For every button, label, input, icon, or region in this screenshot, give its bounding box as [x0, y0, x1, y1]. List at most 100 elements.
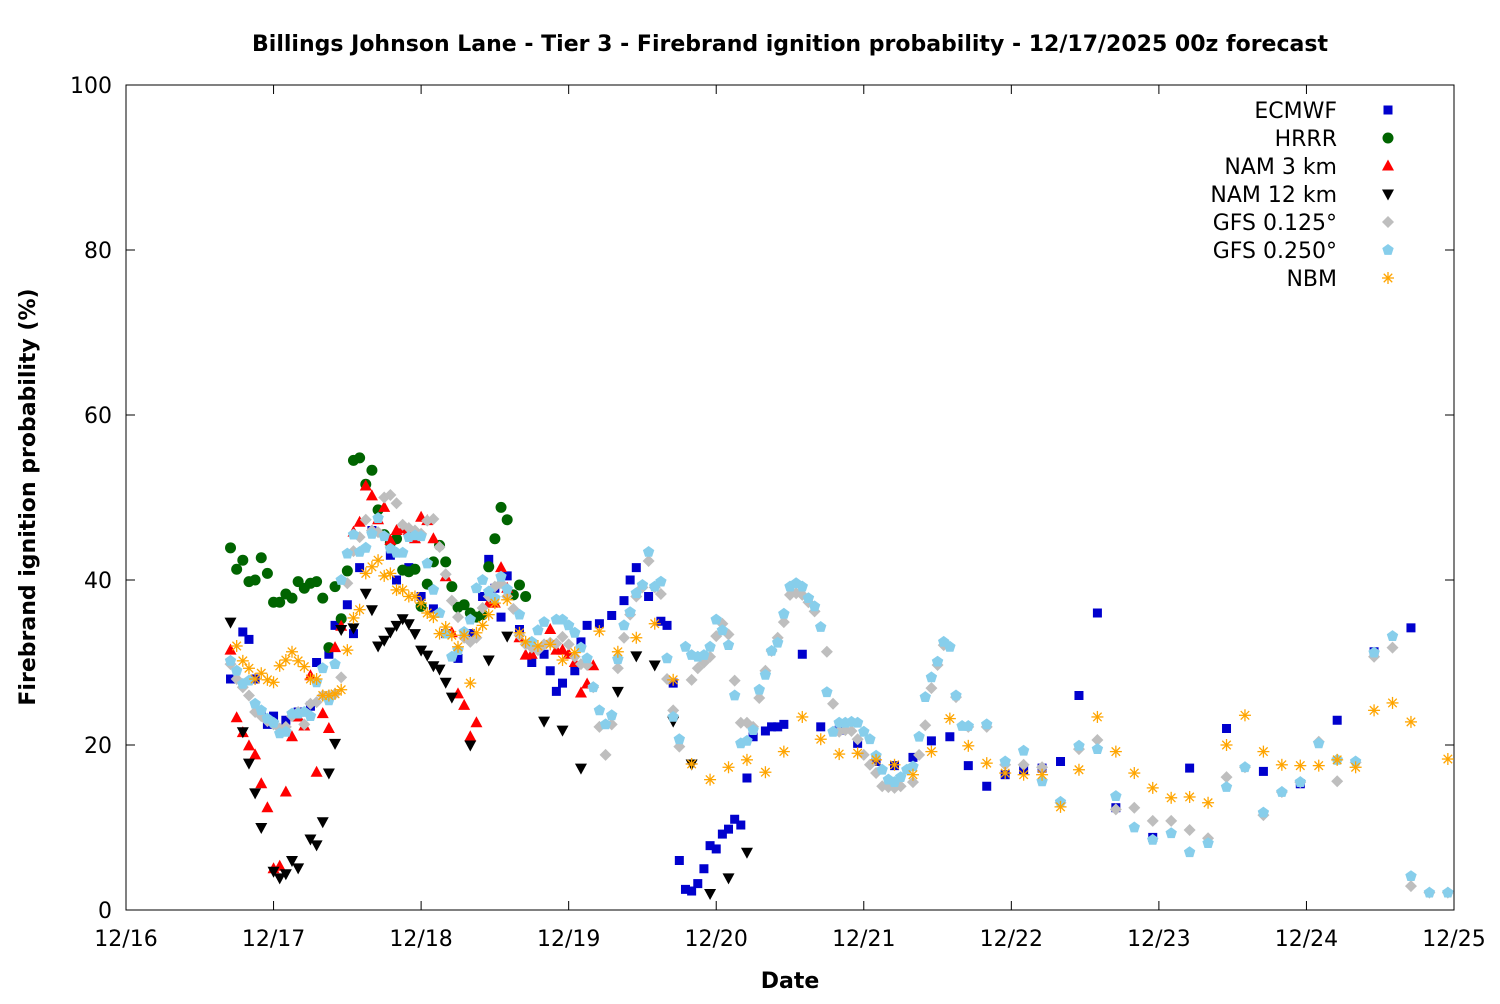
- data-point-ecmwf: [502, 571, 512, 581]
- x-tick-label: 12/23: [1127, 927, 1190, 952]
- asterisk-stroke: [963, 741, 973, 751]
- data-point-gfs-0-250: [606, 709, 618, 721]
- asterisk-stroke: [1092, 712, 1103, 722]
- data-point-gfs-0-250: [231, 664, 243, 676]
- legend-marker-nbm: [1382, 272, 1394, 284]
- data-point-nam-3-km: [353, 515, 366, 527]
- asterisk-stroke: [1314, 760, 1324, 771]
- data-point-nam-12-km: [464, 740, 477, 752]
- data-point-ecmwf: [478, 592, 488, 601]
- data-point-gfs-0-250: [593, 704, 606, 716]
- data-point-hrrr: [366, 464, 378, 476]
- data-point-nam-12-km: [501, 631, 514, 643]
- data-point-nam-3-km: [310, 765, 323, 777]
- data-point-ecmwf: [1258, 766, 1268, 776]
- data-point-nam-3-km: [365, 489, 378, 501]
- data-point-ecmwf: [748, 732, 758, 742]
- y-tick-label: 40: [84, 569, 112, 594]
- data-point-hrrr: [341, 565, 353, 577]
- asterisk-stroke: [1369, 705, 1379, 716]
- data-point-gfs-0-250: [796, 580, 808, 592]
- data-point-nam-12-km: [236, 727, 249, 739]
- data-point-ecmwf: [760, 726, 770, 736]
- data-point-nam-3-km: [261, 801, 274, 813]
- data-point-ecmwf: [324, 649, 334, 659]
- data-point-ecmwf: [428, 604, 438, 614]
- data-point-gfs-0-250: [1165, 827, 1177, 839]
- data-point-nam-12-km: [255, 823, 268, 834]
- data-point-nbm: [476, 619, 489, 632]
- asterisk-stroke: [1383, 273, 1393, 283]
- legend-label: NAM 12 km: [1210, 183, 1337, 208]
- data-point-nbm: [464, 677, 477, 690]
- y-tick-label: 100: [70, 74, 112, 99]
- data-point-gfs-0-125: [298, 718, 311, 731]
- asterisk-stroke: [1443, 754, 1453, 764]
- data-point-nbm: [962, 739, 975, 752]
- data-point-gfs-0-250: [913, 730, 925, 742]
- data-point-nbm: [236, 654, 249, 667]
- asterisk-stroke: [926, 746, 937, 757]
- data-point-gfs-0-250: [421, 557, 433, 569]
- data-point-nbm: [513, 626, 526, 639]
- asterisk-stroke: [1111, 746, 1121, 757]
- data-point-gfs-0-250: [1073, 739, 1085, 751]
- axes: 12/16 12/17 12/18 12/19 12/20 12/21 12/22 12/23…: [70, 74, 1486, 952]
- asterisk-stroke: [760, 767, 771, 777]
- asterisk-stroke: [686, 759, 697, 769]
- data-point-gfs-0-125: [863, 758, 876, 771]
- data-point-nam-12-km: [648, 660, 661, 672]
- data-point-nbm: [531, 640, 544, 652]
- data-point-nbm: [1220, 739, 1233, 751]
- data-point-nam-12-km: [365, 605, 378, 617]
- data-point-gfs-0-250: [304, 710, 317, 721]
- x-tick-label: 12/17: [242, 927, 305, 952]
- data-point-gfs-0-250: [1239, 761, 1251, 773]
- data-point-nbm: [1054, 800, 1067, 813]
- asterisk-stroke: [650, 619, 660, 629]
- data-point-ecmwf: [484, 554, 494, 564]
- data-point-nam-3-km: [556, 643, 569, 655]
- data-point-gfs-0-250: [476, 574, 489, 585]
- data-point-gfs-0-125: [1183, 823, 1196, 836]
- data-point-nbm: [568, 646, 581, 659]
- asterisk-stroke: [1129, 768, 1139, 778]
- data-point-gfs-0-250: [1220, 781, 1233, 792]
- asterisk-stroke: [373, 555, 383, 565]
- data-point-ecmwf: [385, 550, 395, 560]
- data-point-ecmwf: [281, 715, 291, 725]
- data-point-gfs-0-250: [772, 636, 784, 648]
- data-point-hrrr: [286, 592, 298, 604]
- data-point-hrrr: [237, 554, 249, 566]
- data-point-nam-3-km: [427, 532, 440, 544]
- data-point-nbm: [242, 662, 255, 675]
- asterisk-stroke: [342, 645, 353, 655]
- data-point-ecmwf: [816, 722, 826, 732]
- data-point-nbm: [1128, 767, 1141, 780]
- data-point-gfs-0-250: [729, 689, 741, 701]
- data-point-gfs-0-125: [427, 512, 440, 525]
- data-point-hrrr: [317, 592, 329, 604]
- data-point-gfs-0-125: [913, 748, 926, 761]
- data-point-gfs-0-250: [366, 527, 378, 539]
- asterisk-stroke: [324, 690, 334, 701]
- data-point-nam-12-km: [378, 635, 391, 647]
- data-point-hrrr: [255, 552, 267, 564]
- data-point-nbm: [421, 607, 434, 619]
- y-tick-label: 20: [84, 734, 112, 759]
- data-point-gfs-0-125: [390, 497, 403, 510]
- asterisk-stroke: [1406, 717, 1416, 727]
- data-point-nbm: [999, 767, 1012, 780]
- asterisk-stroke: [422, 608, 432, 618]
- asterisk-stroke: [336, 685, 346, 695]
- data-point-gfs-0-125: [728, 674, 741, 687]
- data-point-nam-3-km: [359, 479, 372, 491]
- asterisk-stroke: [354, 604, 365, 615]
- data-point-nbm: [1165, 791, 1178, 804]
- data-point-nam-3-km: [255, 777, 268, 789]
- data-point-gfs-0-125: [1128, 801, 1141, 814]
- data-point-gfs-0-125: [1146, 814, 1159, 827]
- legend-label: ECMWF: [1254, 99, 1337, 124]
- data-point-gfs-0-125: [1165, 814, 1178, 827]
- data-point-ecmwf: [539, 649, 549, 659]
